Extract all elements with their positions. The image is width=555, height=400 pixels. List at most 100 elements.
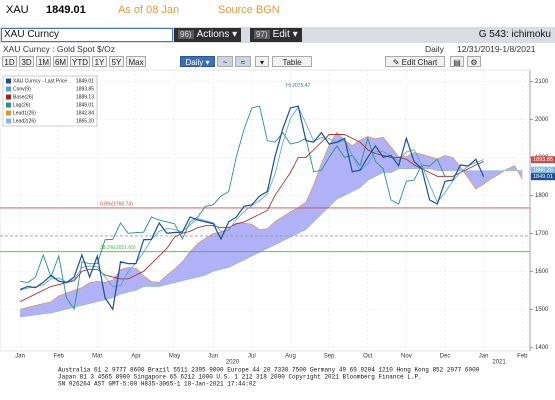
edit-chart-button[interactable]: ✎ Edit Chart <box>385 56 445 67</box>
price-line <box>19 105 485 311</box>
date-range: 12/31/2019-1/8/2021 <box>457 44 536 54</box>
x-tick-label: Feb <box>54 354 65 360</box>
annotation: Hi 2075.47 <box>286 83 310 89</box>
x-tick-label: Jun <box>208 354 218 360</box>
range-bar: Daily ▾ ~ ≈ ▾ Table ✎ Edit Chart ▤ ⚙ 1D 3… <box>0 55 555 68</box>
legend-label: Conv(9) <box>13 86 31 92</box>
lead-line <box>20 168 523 318</box>
y-tick-label: 1500 <box>535 307 549 313</box>
icon-button[interactable]: ▤ <box>450 56 464 67</box>
indicator-line <box>19 134 484 302</box>
edit-num: 97) <box>254 30 270 39</box>
actions-num: 96) <box>178 30 194 39</box>
y-tick-label: 2000 <box>535 117 549 123</box>
lead-line <box>20 131 523 310</box>
legend-value: 1842.84 <box>76 110 94 116</box>
legend: XAU Curncy - Last Price 1849.01 Conv(9) 189… <box>2 75 98 127</box>
legend-swatch <box>6 110 11 116</box>
legend-swatch <box>6 102 11 108</box>
reference-label: 0.0%(1766.74) <box>100 201 133 207</box>
range-button[interactable]: 5Y <box>109 56 124 67</box>
x-tick-label: Mar <box>92 354 102 360</box>
price-tag-label: 1849.01 <box>533 174 553 180</box>
legend-value: 1889.13 <box>76 94 94 100</box>
legend-label: Lead2(26) <box>13 118 36 124</box>
legend-label: Base(26) <box>13 94 34 100</box>
y-tick-label: 1700 <box>535 231 549 237</box>
x-tick-label: Jan <box>479 354 489 360</box>
icon-button[interactable]: ⚙ <box>467 56 481 67</box>
edit-chart-label: Edit Chart <box>401 58 438 67</box>
legend-label: Lag(26) <box>13 102 31 108</box>
table-button[interactable]: Table <box>272 56 312 67</box>
footer-line: Japan 81 3 4565 8900 Singapore 65 6212 1… <box>58 374 422 381</box>
x-tick-label: Feb <box>517 354 528 360</box>
price-tag-label: 1866.26 <box>533 168 553 174</box>
legend-value: 1865.20 <box>76 118 94 124</box>
x-tick-label: Jan <box>15 354 25 360</box>
source: Source BGN <box>218 4 280 16</box>
legend-label: XAU Curncy - Last Price <box>13 78 67 84</box>
legend-value: 1849.01 <box>76 102 94 108</box>
function-code: G 543: ichimoku <box>478 29 551 40</box>
cloud <box>20 132 523 317</box>
as-of: As of 08 Jan <box>118 4 180 16</box>
price-tag <box>531 166 555 174</box>
x-tick-label: Jul <box>248 354 256 360</box>
price-tag-label: 1893.85 <box>533 157 553 163</box>
legend-value: 1849.01 <box>76 78 94 84</box>
range-button[interactable]: 6M <box>53 56 68 67</box>
icon-button[interactable]: ≈ <box>235 56 251 67</box>
legend-swatch <box>6 94 11 100</box>
edit-button[interactable]: 97) Edit ▾ <box>250 28 302 42</box>
x-tick-label: Dec <box>440 354 451 360</box>
icon-button[interactable]: ▾ <box>255 56 269 67</box>
indicator-line <box>20 105 446 311</box>
subheader: XAU Curncy : Gold Spot $/Oz Daily 12/31/… <box>0 43 555 55</box>
x-tick-label: Oct <box>363 354 373 360</box>
footer-line: Australia 61 2 9777 8600 Brazil 5511 239… <box>58 367 480 374</box>
x-tick-label: Apr <box>131 354 140 360</box>
x-tick-label: Aug <box>285 354 296 360</box>
actions-button[interactable]: 96) Actions ▾ <box>174 28 242 42</box>
range-button[interactable]: 1D <box>2 56 17 67</box>
range-button[interactable]: YTD <box>70 56 90 67</box>
year-label: 2020 <box>226 360 240 366</box>
legend-swatch <box>6 118 11 124</box>
range-button[interactable]: 1M <box>36 56 51 67</box>
command-bar: XAU Curncy 96) Actions ▾ 97) Edit ▾ G 543:… <box>0 27 555 43</box>
range-button[interactable]: Max <box>126 56 146 67</box>
icon-button[interactable]: ~ <box>217 56 233 67</box>
x-tick-label: May <box>169 354 180 360</box>
legend-value: 1893.85 <box>76 86 94 92</box>
legend-box <box>2 75 98 127</box>
footer-line: SN 926264 AST GMT-5:00 H835-3065-1 10-Ja… <box>58 381 256 388</box>
actions-label: Actions <box>196 29 230 40</box>
ticker: XAU <box>6 4 29 16</box>
price-tag <box>531 156 555 164</box>
y-tick-label: 1600 <box>535 269 549 275</box>
range-button[interactable]: 1Y <box>92 56 107 67</box>
frequency-dropdown[interactable]: Daily ▾ <box>180 56 215 67</box>
legend-swatch <box>6 86 11 92</box>
price-tag <box>531 173 555 181</box>
edit-label: Edit <box>272 29 290 40</box>
description: XAU Curncy : Gold Spot $/Oz <box>3 44 115 54</box>
y-tick-label: 2100 <box>535 79 549 85</box>
frequency: Daily <box>425 44 444 54</box>
y-tick-label: 1400 <box>535 345 549 351</box>
legend-label: Lead1(26) <box>13 110 36 116</box>
x-tick-label: Nov <box>401 354 412 360</box>
indicator-line <box>19 106 484 291</box>
legend-swatch <box>6 78 11 84</box>
x-tick-label: Sep <box>324 354 335 360</box>
reference-label: 38.2%(1651.60) <box>100 245 136 251</box>
frequency-label: Daily <box>185 58 204 67</box>
last-price: 1849.01 <box>46 4 86 16</box>
year-label: 2021 <box>492 360 506 366</box>
y-tick-label: 1800 <box>535 193 549 199</box>
security-field[interactable]: XAU Curncy <box>1 28 173 42</box>
range-button[interactable]: 3D <box>19 56 34 67</box>
